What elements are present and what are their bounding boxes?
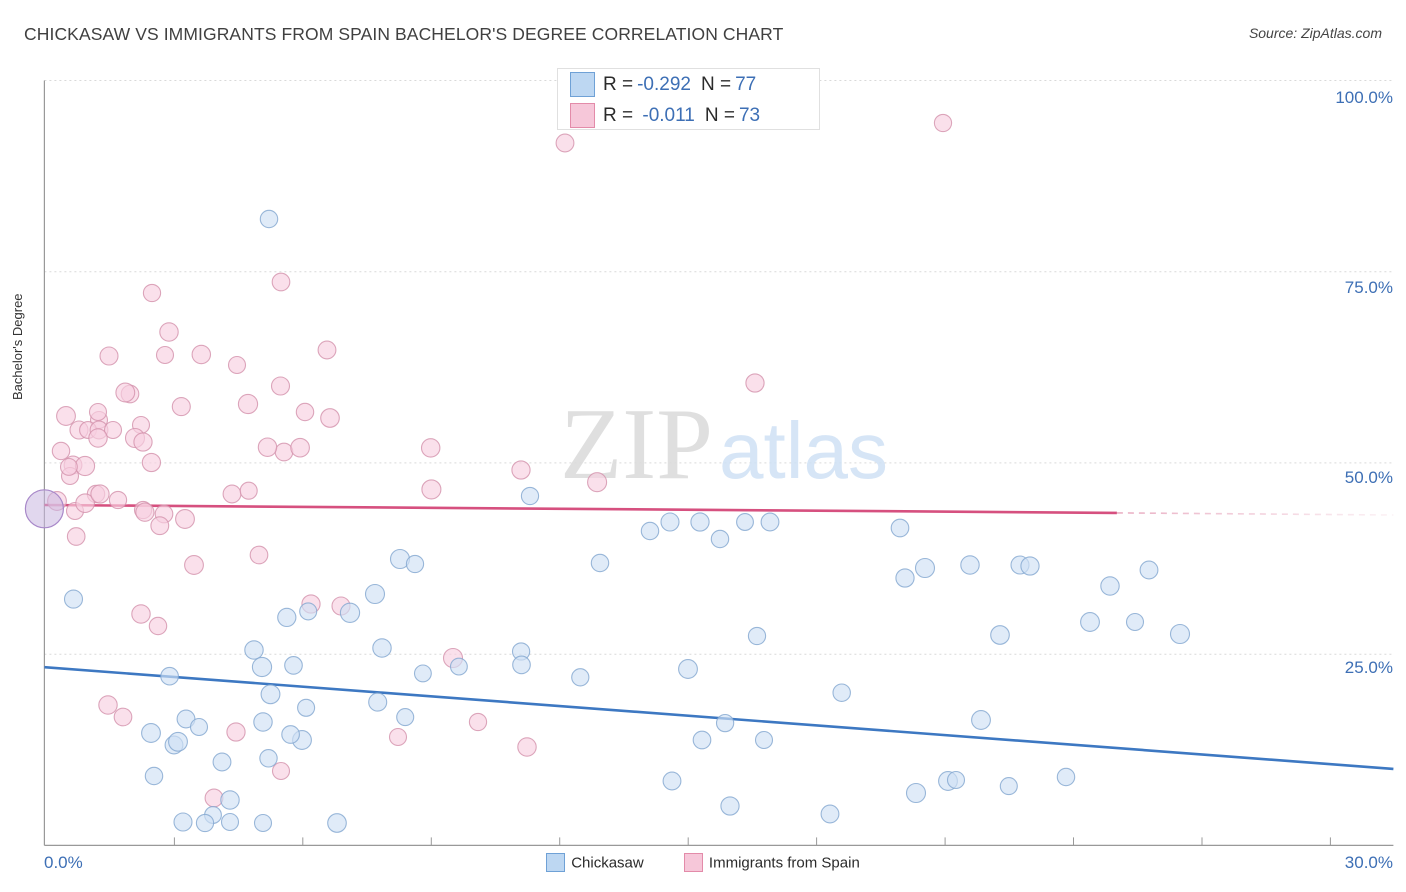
svg-text:ZIP: ZIP [560,388,713,501]
svg-text:atlas: atlas [719,406,888,495]
